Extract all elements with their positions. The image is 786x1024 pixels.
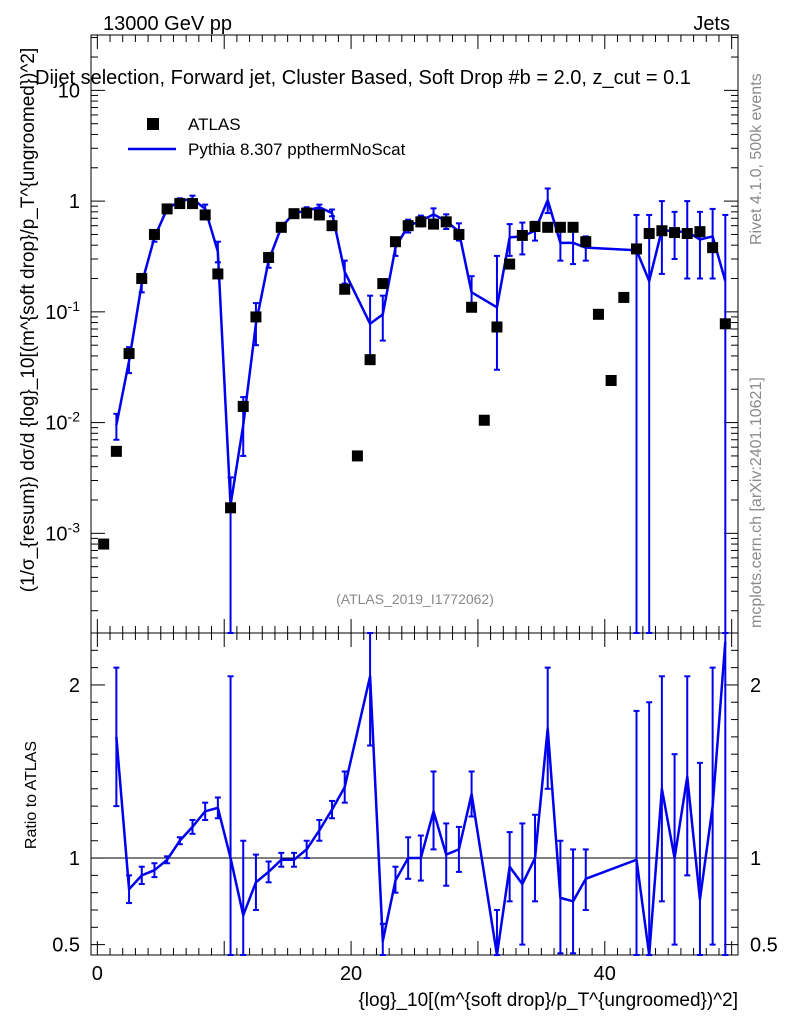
atlas-data-point — [516, 229, 528, 241]
atlas-data-point — [225, 502, 237, 514]
atlas-data-point — [542, 221, 554, 233]
atlas-data-point — [186, 198, 198, 210]
atlas-data-point — [288, 208, 300, 220]
x-axis-title: {log}_10[(m^{soft drop}/p_T^{ungroomed})… — [358, 990, 738, 1011]
ratio-line — [115, 641, 727, 957]
plot-title: Dijet selection, Forward jet, Cluster Ba… — [35, 67, 691, 89]
atlas-data-point — [326, 220, 338, 232]
data-series-main — [98, 198, 731, 550]
atlas-data-point — [377, 278, 389, 290]
atlas-data-point — [364, 354, 376, 366]
atlas-data-point — [174, 198, 186, 210]
atlas-data-point — [415, 216, 427, 228]
atlas-data-point — [263, 251, 275, 263]
atlas-data-point — [643, 227, 655, 239]
atlas-data-point — [212, 268, 224, 280]
atlas-data-point — [580, 236, 592, 248]
atlas-data-point — [631, 243, 643, 255]
atlas-data-point — [275, 221, 287, 233]
x-tick-label: 20 — [340, 963, 362, 985]
atlas-data-point — [694, 226, 706, 238]
legend-atlas-marker — [147, 118, 159, 130]
atlas-data-point — [504, 258, 516, 270]
ratio-y-axis-title: Ratio to ATLAS — [23, 741, 40, 849]
atlas-data-point — [123, 348, 135, 360]
main-y-axis-title: (1/σ_{resum}) dσ/d {log}_10[(m^{soft dro… — [18, 48, 39, 593]
atlas-data-point — [529, 220, 541, 232]
atlas-data-point — [339, 283, 351, 295]
ratio-y-tick-label-right: 0.5 — [750, 935, 778, 957]
legend-pythia-label: Pythia 8.307 ppthermNoScat — [188, 140, 406, 159]
mc-series-main — [113, 187, 729, 634]
atlas-data-point — [707, 242, 719, 254]
main-y-tick-label: 1 — [69, 191, 80, 213]
main-y-tick-label: 10 — [58, 80, 80, 102]
atlas-data-point — [301, 207, 313, 219]
atlas-data-point — [402, 220, 414, 232]
ratio-axes: 0 20 40 0.5 0.5 1 1 2 2 — [52, 633, 778, 985]
atlas-data-point — [491, 321, 503, 333]
ratio-y-tick-label-right: 2 — [750, 675, 761, 697]
ratio-plot-frame — [90, 632, 739, 956]
atlas-data-point — [453, 228, 465, 240]
atlas-data-point — [719, 318, 731, 330]
x-tick-label: 40 — [594, 963, 616, 985]
atlas-data-point — [237, 400, 249, 412]
atlas-data-point — [250, 311, 262, 323]
atlas-data-point — [478, 414, 490, 426]
atlas-data-point — [656, 225, 668, 237]
ratio-y-tick-label: 1 — [69, 848, 80, 870]
atlas-data-point — [554, 221, 566, 233]
atlas-data-point — [148, 228, 160, 240]
atlas-data-point — [466, 301, 478, 313]
analysis-watermark: (ATLAS_2019_I1772062) — [336, 591, 494, 607]
mcplots-label: mcplots.cern.ch [arXiv:2401.10621] — [748, 377, 765, 628]
ratio-y-tick-label: 0.5 — [52, 935, 80, 957]
main-y-tick-label: 10-3 — [45, 519, 80, 545]
main-y-tick-label: 10-1 — [45, 298, 80, 324]
atlas-data-point — [98, 538, 110, 550]
atlas-data-point — [351, 450, 363, 462]
main-y-tick-label: 10-2 — [45, 409, 80, 435]
atlas-data-point — [440, 216, 452, 228]
ratio-y-tick-label-right: 1 — [750, 848, 761, 870]
atlas-data-point — [681, 227, 693, 239]
atlas-data-point — [313, 209, 325, 221]
atlas-data-point — [161, 203, 173, 215]
x-tick-label: 0 — [92, 963, 103, 985]
atlas-data-point — [199, 209, 211, 221]
energy-label: 13000 GeV pp — [103, 13, 232, 35]
category-label: Jets — [693, 13, 730, 35]
atlas-data-point — [389, 236, 401, 248]
atlas-data-point — [567, 221, 579, 233]
atlas-data-point — [669, 227, 681, 239]
rivet-label: Rivet 4.1.0, 500k events — [748, 73, 765, 245]
atlas-data-point — [605, 374, 617, 386]
atlas-data-point — [136, 273, 148, 285]
ratio-y-tick-label: 2 — [69, 675, 80, 697]
atlas-data-point — [428, 218, 440, 230]
atlas-data-point — [592, 308, 604, 320]
atlas-data-point — [110, 445, 122, 457]
mc-series-ratio — [113, 632, 729, 957]
atlas-data-point — [618, 291, 630, 303]
legend-atlas-label: ATLAS — [188, 115, 241, 134]
